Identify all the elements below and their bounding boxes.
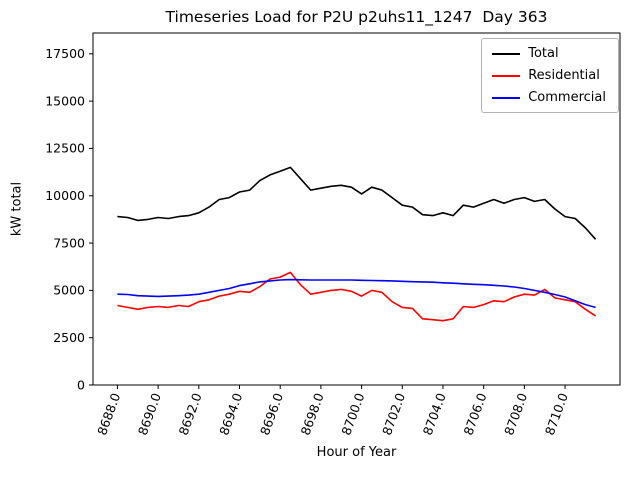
y-tick-label: 7500 xyxy=(53,235,85,250)
legend-label-total: Total xyxy=(528,46,559,61)
y-tick-label: 15000 xyxy=(45,93,85,108)
y-tick-label: 12500 xyxy=(45,141,85,156)
x-tick-label: 8690.0 xyxy=(135,391,164,437)
x-tick-label: 8708.0 xyxy=(501,391,530,437)
legend: Total Residential Commercial xyxy=(481,38,619,113)
chart-title: Timeseries Load for P2U p2uhs11_1247 Day… xyxy=(165,8,548,26)
y-tick-label: 17500 xyxy=(45,46,85,61)
legend-line-commercial-icon xyxy=(492,96,521,99)
series-line-commercial xyxy=(117,278,596,309)
legend-label-commercial: Commercial xyxy=(528,90,606,105)
legend-item-commercial: Commercial xyxy=(492,90,606,105)
x-tick-label: 8696.0 xyxy=(257,391,286,437)
y-axis-label: kW total xyxy=(9,181,25,237)
x-tick-label: 8706.0 xyxy=(460,391,489,437)
legend-label-residential: Residential xyxy=(528,68,600,83)
x-tick-label: 8698.0 xyxy=(298,391,327,437)
x-tick-label: 8688.0 xyxy=(94,391,123,437)
x-axis-label: Hour of Year xyxy=(316,445,397,460)
y-tick-label: 10000 xyxy=(45,188,85,203)
legend-line-total-icon xyxy=(492,52,521,55)
axes-frame xyxy=(92,32,621,386)
legend-line-residential-icon xyxy=(492,74,521,77)
y-tick-label: 0 xyxy=(77,377,85,392)
y-tick-label: 2500 xyxy=(53,330,85,345)
y-tick-label: 5000 xyxy=(53,283,85,298)
series-line-residential xyxy=(117,271,597,322)
x-tick-label: 8704.0 xyxy=(420,391,449,437)
series-line-total xyxy=(117,166,597,240)
x-tick-label: 8700.0 xyxy=(338,391,367,437)
legend-item-residential: Residential xyxy=(492,68,606,83)
x-tick-label: 8692.0 xyxy=(176,391,205,437)
x-tick-label: 8710.0 xyxy=(542,391,571,437)
x-tick-label: 8694.0 xyxy=(216,391,245,437)
x-tick-label: 8702.0 xyxy=(379,391,408,437)
legend-item-total: Total xyxy=(492,46,606,61)
